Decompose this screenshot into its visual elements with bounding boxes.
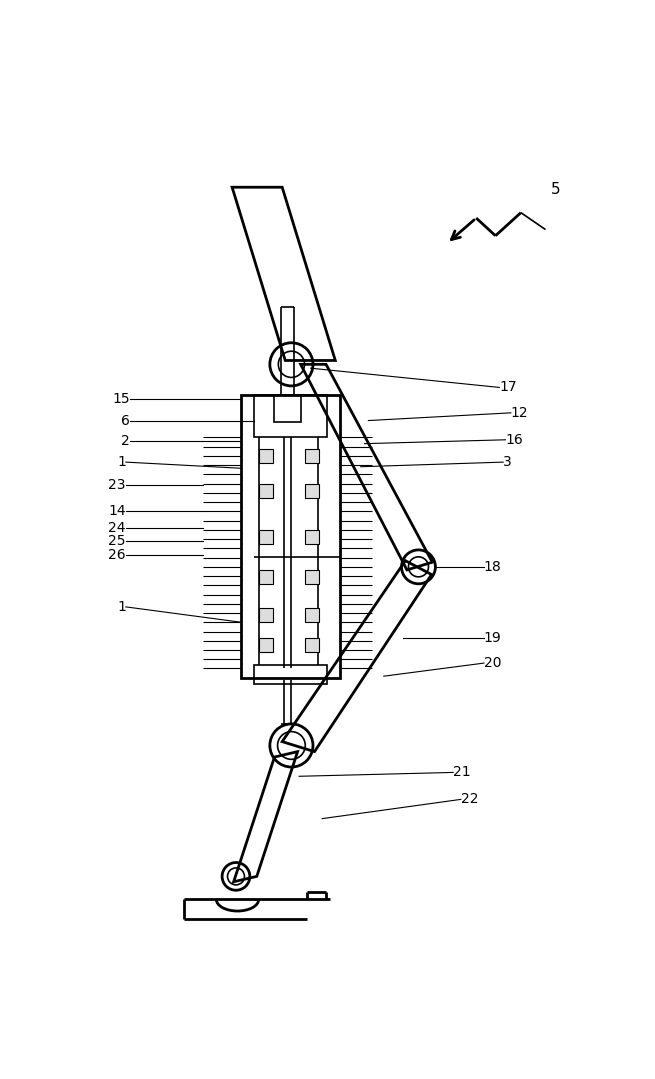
- Text: 1: 1: [117, 455, 126, 469]
- Text: 21: 21: [453, 765, 471, 779]
- Bar: [259, 570, 273, 584]
- Text: 24: 24: [108, 521, 126, 535]
- Bar: [259, 638, 273, 652]
- Bar: [254, 395, 327, 437]
- Text: 12: 12: [511, 406, 529, 420]
- Bar: [259, 449, 273, 463]
- Text: 3: 3: [503, 455, 512, 469]
- Bar: [259, 483, 273, 497]
- Bar: [305, 483, 319, 497]
- Bar: [274, 395, 301, 422]
- Bar: [305, 609, 319, 623]
- Bar: [259, 609, 273, 623]
- Text: 14: 14: [108, 504, 126, 518]
- Text: 15: 15: [112, 392, 130, 406]
- Text: 23: 23: [108, 478, 126, 492]
- Text: 20: 20: [484, 656, 502, 670]
- Text: 17: 17: [499, 381, 517, 395]
- Text: 16: 16: [506, 433, 523, 447]
- Bar: [259, 530, 273, 544]
- Text: 26: 26: [108, 547, 126, 561]
- Text: 5: 5: [551, 182, 561, 197]
- Text: 18: 18: [484, 560, 502, 574]
- Bar: [241, 395, 340, 679]
- Text: 1: 1: [117, 600, 126, 614]
- Bar: [305, 530, 319, 544]
- Bar: [305, 449, 319, 463]
- Text: 19: 19: [484, 631, 502, 644]
- Text: 25: 25: [108, 534, 126, 548]
- Bar: [305, 570, 319, 584]
- Bar: [305, 638, 319, 652]
- Text: 2: 2: [121, 435, 130, 449]
- Bar: [254, 665, 327, 684]
- Text: 22: 22: [461, 792, 478, 806]
- Text: 6: 6: [121, 413, 130, 427]
